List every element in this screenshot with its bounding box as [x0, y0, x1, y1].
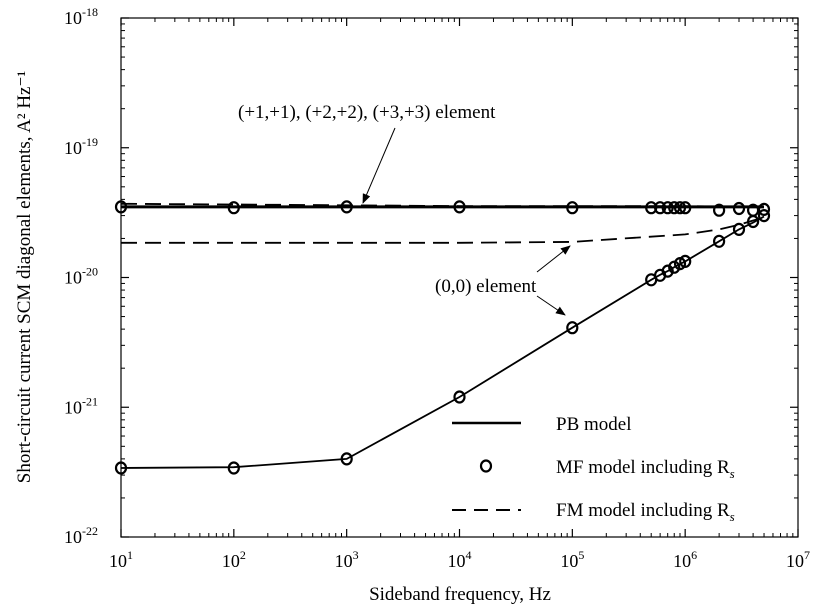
y-tick-label: 10-21: [64, 394, 98, 417]
x-tick-label: 104: [448, 548, 472, 571]
data-point: [679, 254, 692, 268]
data-point: [673, 201, 687, 215]
data-point: [453, 390, 466, 404]
series-line: [120, 215, 765, 469]
series-fm-model-including-rs: [120, 202, 765, 244]
annotation-zero-arrow-up: [536, 245, 571, 273]
x-axis-title: Sideband frequency, Hz: [369, 584, 551, 605]
x-tick-label: 101: [109, 548, 133, 571]
series-line: [121, 216, 765, 244]
series-layer: [114, 200, 771, 475]
annotation-zero-element: (0,0) element: [435, 276, 537, 297]
x-tick-label: 102: [222, 548, 246, 571]
data-point: [712, 203, 726, 217]
x-tick-label: 107: [786, 548, 810, 571]
data-point: [757, 202, 771, 216]
series-mf-model-including-rs: [114, 200, 771, 475]
data-point: [566, 201, 579, 215]
x-tick-label: 103: [335, 548, 359, 571]
legend: PB model MF model including Rs FM model …: [452, 414, 735, 524]
data-point: [340, 452, 353, 466]
data-point: [661, 264, 674, 278]
data-point: [732, 222, 746, 236]
data-point: [227, 201, 240, 215]
data-point: [566, 321, 579, 335]
data-point: [679, 201, 692, 215]
data-point: [661, 201, 674, 215]
x-axis: 101 102 103 104 105 106 107: [109, 18, 810, 571]
annotation-diagonal-elements: (+1,+1), (+2,+2), (+3,+3) element: [238, 102, 496, 123]
annotation-diagonal-arrow: [362, 127, 396, 204]
x-tick-label: 105: [560, 548, 584, 571]
annotation-zero-arrow-down: [536, 295, 566, 316]
legend-label-pb-model: PB model: [556, 414, 631, 435]
x-tick-label: 106: [673, 548, 697, 571]
data-point: [732, 201, 746, 216]
legend-label-fm-model: FM model including Rs: [556, 500, 735, 524]
y-tick-label: 10-22: [64, 524, 98, 547]
data-point: [340, 200, 353, 214]
y-axis: 10-22 10-21 10-20 10-19 10-18: [64, 5, 798, 547]
legend-label-mf-model: MF model including Rs: [556, 457, 735, 481]
data-point: [757, 209, 771, 223]
annotations: (+1,+1), (+2,+2), (+3,+3) element (0,0) …: [238, 102, 571, 316]
y-tick-label: 10-18: [64, 5, 98, 28]
data-point: [653, 201, 667, 215]
y-tick-label: 10-19: [64, 135, 98, 158]
legend-swatch-mf-model: [479, 459, 493, 473]
y-axis-title: Short-circuit current SCM diagonal eleme…: [14, 70, 35, 483]
y-tick-label: 10-20: [64, 265, 98, 288]
series-line: [120, 202, 764, 208]
data-point: [227, 461, 240, 475]
series-pb-model: [120, 205, 765, 469]
data-point: [712, 234, 726, 248]
